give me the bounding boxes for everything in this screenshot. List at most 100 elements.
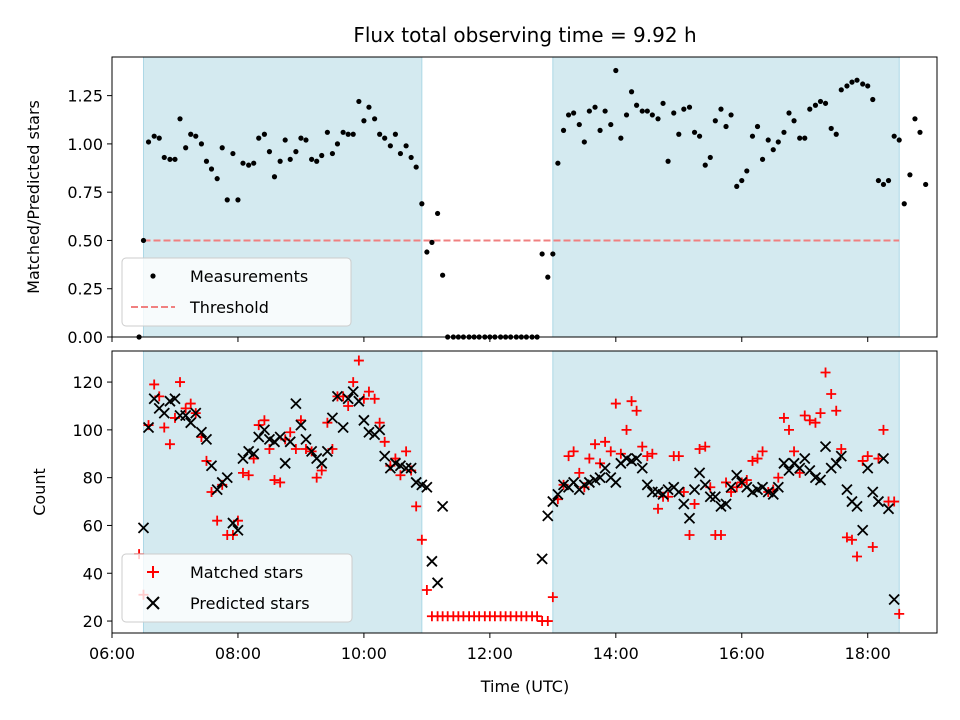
predicted-star-point [195, 426, 208, 438]
measurement-point [644, 108, 650, 114]
measurement-point [203, 158, 210, 164]
predicted-star-point [662, 483, 674, 496]
predicted-star-point [436, 500, 449, 512]
measurement-point [802, 135, 808, 141]
measurement-point [639, 108, 645, 114]
measurement-point [177, 116, 183, 122]
predicted-star-point [253, 431, 265, 443]
y-tick-label: 40 [83, 564, 103, 583]
matched-star-point [416, 534, 427, 545]
measurement-point [770, 147, 776, 153]
measurement-point [623, 112, 630, 118]
measurement-point [586, 108, 592, 114]
measurement-point [230, 150, 236, 157]
predicted-star-point [862, 462, 874, 474]
measurement-point [865, 83, 871, 89]
predicted-star-point [819, 440, 832, 453]
matched-star-point [852, 551, 863, 562]
matched-star-point [831, 405, 842, 416]
matched-star-point [532, 611, 543, 622]
matched-star-point [343, 400, 354, 411]
matched-star-point [747, 455, 758, 466]
matched-star-point [820, 367, 831, 378]
predicted-star-point [594, 472, 606, 484]
measurement-point [334, 141, 341, 147]
predicted-star-point [148, 393, 160, 405]
measurement-point [739, 177, 745, 184]
predicted-star-point [851, 500, 863, 512]
predicted-star-point [583, 476, 596, 489]
predicted-star-point [877, 452, 890, 465]
predicted-star-point [358, 414, 370, 426]
measurement-point [382, 135, 388, 141]
predicted-star-point [683, 512, 696, 524]
predicted-star-point [331, 390, 344, 403]
matched-star-point [547, 592, 558, 603]
legend-measurement-marker [150, 273, 156, 279]
measurement-point [434, 210, 441, 217]
predicted-star-point [888, 593, 900, 606]
predicted-star-point [421, 481, 433, 493]
predicted-star-point [872, 495, 885, 508]
measurement-point [219, 145, 225, 151]
predicted-star-point [547, 495, 559, 508]
measurement-point [550, 251, 556, 257]
matched-star-point [784, 424, 795, 435]
predicted-star-point [337, 421, 349, 434]
measurement-point [686, 104, 693, 110]
measurement-point [613, 67, 619, 74]
matched-star-point [631, 405, 642, 416]
predicted-star-point [410, 476, 422, 489]
matched-star-point [637, 441, 648, 452]
matched-star-point [626, 396, 637, 407]
measurement-point [145, 139, 152, 145]
matched-star-point [610, 398, 621, 409]
predicted-star-point [342, 393, 354, 405]
predicted-star-point [316, 457, 328, 469]
measurement-point [329, 150, 336, 157]
measurement-point [324, 129, 330, 135]
predicted-star-point [778, 457, 790, 469]
x-axis-label: Time (UTC) [480, 677, 569, 696]
predicted-star-point [374, 424, 386, 436]
matched-star-point [789, 446, 800, 457]
measurement-point [849, 79, 855, 85]
matched-star-point [295, 415, 306, 426]
measurement-point [775, 139, 781, 145]
measurement-point [581, 139, 587, 145]
predicted-star-point [379, 450, 391, 462]
measurement-point [838, 87, 844, 93]
measurement-point [597, 127, 603, 133]
measurement-point [870, 96, 876, 103]
matched-star-point [794, 467, 805, 478]
predicted-stars-points [137, 385, 900, 606]
predicted-star-point [158, 407, 170, 419]
predicted-star-point [400, 462, 412, 474]
measurement-point [571, 110, 577, 116]
matched-star-point [700, 441, 711, 452]
y-tick-label: 0.75 [67, 183, 103, 202]
predicted-star-point [274, 431, 286, 443]
matched-star-point [149, 379, 160, 390]
predicted-star-point [610, 476, 622, 489]
measurement-point [261, 131, 268, 137]
measurement-point [235, 197, 241, 203]
legend-predicted-marker [146, 596, 160, 610]
measurement-point [408, 154, 414, 161]
matched-star-point [815, 408, 826, 419]
measurement-point [539, 251, 545, 257]
measurement-point [298, 135, 304, 141]
predicted-star-point [211, 483, 223, 496]
predicted-star-point [326, 412, 339, 424]
matched-star-point [757, 446, 768, 457]
predicted-star-point [678, 498, 690, 510]
measurement-point [786, 110, 792, 116]
measurement-point [812, 102, 819, 108]
predicted-star-point [200, 433, 213, 446]
predicted-star-point [720, 498, 732, 510]
measurement-point [822, 100, 829, 106]
matched-star-point [316, 465, 327, 476]
predicted-star-point [794, 462, 806, 474]
y-tick-label: 1.00 [67, 135, 103, 154]
